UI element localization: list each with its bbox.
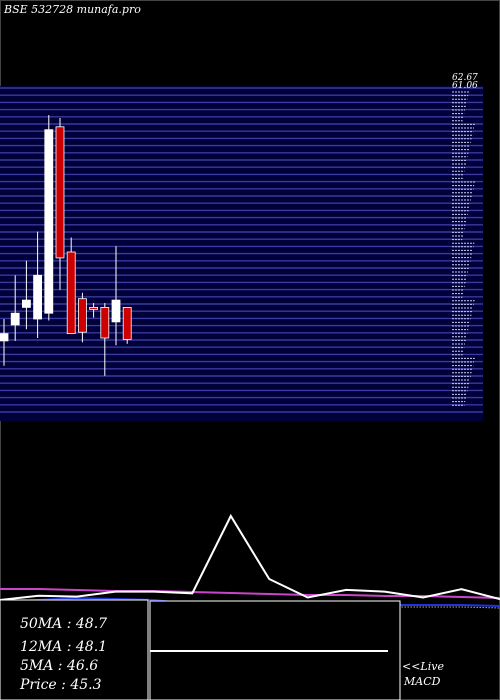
candle-body xyxy=(66,251,76,334)
candles-group xyxy=(0,115,132,376)
candle-body xyxy=(33,274,42,320)
price-panel: 62.67 61.06 xyxy=(0,73,483,421)
candle-body xyxy=(111,299,121,323)
candle-body xyxy=(89,306,98,310)
site-label: BSE 532728 munafa.pro xyxy=(3,3,141,16)
candle-body xyxy=(100,306,110,339)
macd-label: MACD xyxy=(403,675,441,688)
stat-12ma: 12MA : 48.1 xyxy=(20,639,107,655)
candle-body xyxy=(21,299,31,308)
price-gridlines xyxy=(0,87,483,413)
candle-body xyxy=(44,129,54,314)
stat-price: Price : 45.3 xyxy=(19,677,102,693)
price-axis-tick-scribbles xyxy=(452,91,475,406)
candle-body xyxy=(78,298,87,333)
indicator-area xyxy=(0,513,500,609)
stat-50ma: 50MA : 48.7 xyxy=(20,616,107,632)
price-tick-high: 62.67 xyxy=(452,73,478,83)
volume-line xyxy=(0,513,500,601)
price-tick-second: 61.06 xyxy=(452,81,478,91)
stats-box: 50MA : 48.7 12MA : 48.1 5MA : 46.6 Price… xyxy=(0,599,149,700)
ma-dotted-line xyxy=(0,599,500,609)
candle-body xyxy=(122,306,132,340)
macd-box xyxy=(149,600,401,700)
stat-5ma: 5MA : 46.6 xyxy=(20,658,98,674)
stats-box-bg xyxy=(0,599,149,700)
candle-body xyxy=(0,333,9,342)
candle-body xyxy=(10,312,20,326)
candle-body xyxy=(55,126,65,259)
live-macd-link[interactable]: <<Live xyxy=(402,660,444,673)
